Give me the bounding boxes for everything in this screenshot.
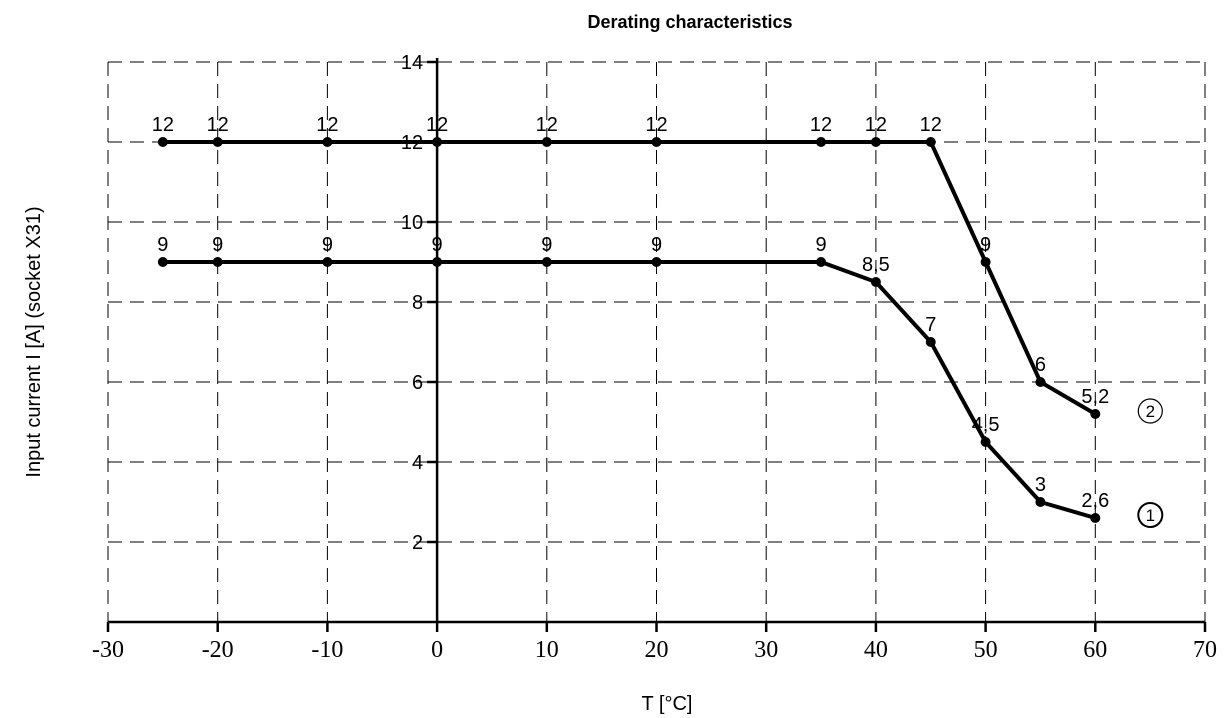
y-tick-label: 2 — [412, 532, 423, 554]
series-2-point — [816, 137, 827, 147]
label-layer: 9 9 9 9 9 9 9 8,5 7 4,5 3 2,6 1 12 12 12 12 12 12 12 12 12 9 6 5… — [152, 114, 1164, 528]
series-1-point — [541, 257, 552, 267]
y-tick-label: 14 — [401, 52, 423, 74]
curve-marker-2: 2 — [1137, 398, 1163, 424]
x-tick-label: 10 — [535, 637, 559, 663]
series-2-data-label: 5,2 — [1081, 386, 1109, 408]
series-2-data-label: 12 — [316, 114, 338, 136]
series-1-point — [816, 257, 827, 267]
curve-marker-1: 1 — [1137, 502, 1164, 528]
x-tick-label: -10 — [311, 637, 343, 663]
series-1-data-label: 7 — [925, 314, 936, 336]
series-1-point — [980, 437, 991, 447]
chart-title: Derating characteristics — [587, 12, 792, 32]
series-1-point — [870, 277, 881, 287]
series-2-data-label: 12 — [426, 114, 448, 136]
series-1-data-label: 2,6 — [1081, 490, 1109, 512]
series-1-data-label: 9 — [541, 234, 552, 256]
series-2-point — [870, 137, 881, 147]
curve-marker-circle — [1137, 398, 1163, 424]
series-1-data-label: 3 — [1035, 474, 1046, 496]
curve-marker-text: 1 — [1146, 506, 1155, 525]
series-1-point — [1090, 513, 1101, 523]
series-1-point — [322, 257, 333, 267]
series-2-point — [1035, 377, 1046, 387]
x-tick-label: 20 — [645, 637, 669, 663]
series-1-point — [651, 257, 662, 267]
series-2-data-label: 12 — [645, 114, 667, 136]
y-axis-label: Input current I [A] (socket X31) — [23, 206, 45, 477]
series-1-line — [162, 260, 1096, 520]
series-2-data-label: 9 — [980, 234, 991, 256]
series-1-data-label: 9 — [157, 234, 168, 256]
x-tick-label: 50 — [974, 637, 998, 663]
y-tick-label: 8 — [412, 292, 423, 314]
series-1-data-label: 9 — [212, 234, 223, 256]
series-1-point — [925, 337, 936, 347]
series-2-data-label: 12 — [810, 114, 832, 136]
x-tick-label: -30 — [92, 637, 124, 663]
x-tick-label: -20 — [202, 637, 234, 663]
series-2-point — [212, 137, 223, 147]
x-tick-label: 40 — [864, 637, 888, 663]
series-1-data-label: 9 — [322, 234, 333, 256]
series-2-point — [925, 137, 936, 147]
series-1-point — [432, 257, 443, 267]
series-1-data-label: 8,5 — [862, 254, 890, 276]
series-2-point — [322, 137, 333, 147]
x-tick-label: 0 — [431, 637, 443, 663]
series-1-point — [1035, 497, 1046, 507]
series-2-point — [157, 137, 168, 147]
series-2-line — [162, 140, 1097, 416]
series-2-data-label: 12 — [536, 114, 558, 136]
curve-marker-circle — [1137, 502, 1164, 528]
series-layer — [157, 137, 1101, 523]
series-1-data-label: 4,5 — [972, 414, 1000, 436]
series-2-point — [1090, 409, 1101, 419]
x-tick-label: 60 — [1083, 637, 1107, 663]
series-1-data-label: 9 — [432, 234, 443, 256]
y-tick-label: 4 — [412, 452, 423, 474]
series-1-data-label: 9 — [815, 234, 826, 256]
series-2-data-label: 6 — [1035, 354, 1046, 376]
series-1-point — [157, 257, 168, 267]
series-2-point — [541, 137, 552, 147]
y-tick-label: 6 — [412, 372, 423, 394]
series-2-point — [980, 257, 991, 267]
x-tick-label: 70 — [1193, 637, 1217, 663]
y-tick-label: 10 — [401, 212, 423, 234]
curve-marker-text: 2 — [1146, 402, 1155, 421]
series-2-point — [651, 137, 662, 147]
series-1-point — [212, 257, 223, 267]
x-tick-label: 30 — [754, 637, 778, 663]
series-2-point — [432, 137, 443, 147]
series-2-data-label: 12 — [865, 114, 887, 136]
series-1-data-label: 9 — [651, 234, 662, 256]
series-2-data-label: 12 — [207, 114, 229, 136]
series-2-data-label: 12 — [152, 114, 174, 136]
x-axis-label: T [°C] — [642, 693, 693, 715]
series-2-data-label: 12 — [920, 114, 942, 136]
